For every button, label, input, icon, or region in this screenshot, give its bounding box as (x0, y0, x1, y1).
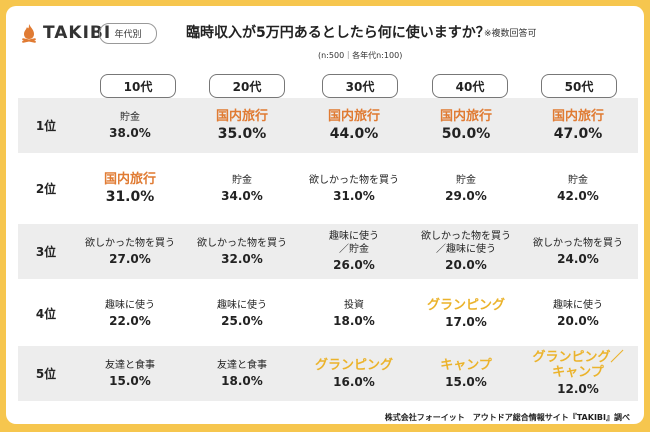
percentage-value: 25.0% (221, 313, 263, 328)
table-cell: 国内旅行 50.0% (410, 98, 522, 153)
table-cell: 趣味に使う 20.0% (522, 286, 634, 341)
percentage-value: 50.0% (441, 125, 491, 142)
answer-item: 欲しかった物を買う (85, 237, 175, 249)
table-row (18, 98, 638, 153)
table-cell: 趣味に使う 25.0% (186, 286, 298, 341)
table-cell: 国内旅行 35.0% (186, 98, 298, 153)
table-cell: 国内旅行 47.0% (522, 98, 634, 153)
table-row (18, 224, 638, 279)
percentage-value: 15.0% (109, 373, 151, 388)
percentage-value: 24.0% (557, 251, 599, 266)
takibi-logo: TAKIBI (20, 23, 111, 43)
percentage-value: 16.0% (333, 374, 375, 389)
answer-item: 友達と食事 (217, 359, 267, 371)
answer-item: 国内旅行 (103, 171, 156, 187)
table-cell: 欲しかった物を買う 24.0% (522, 224, 634, 279)
answer-item: キャンプ (440, 357, 492, 373)
table-cell: グランピング 16.0% (298, 346, 410, 401)
table-cell: 友達と食事 15.0% (74, 346, 186, 401)
answer-item: 貯金 (568, 174, 588, 186)
percentage-value: 47.0% (553, 125, 603, 142)
chart-card: TAKIBI 年代別 臨時収入が5万円あるとしたら何に使いますか？ ※複数回答可… (6, 6, 644, 424)
answer-item: 貯金 (456, 174, 476, 186)
table-cell: 貯金 38.0% (74, 98, 186, 153)
table-cell: 欲しかった物を買う 27.0% (74, 224, 186, 279)
answer-item: 貯金 (120, 111, 140, 123)
percentage-value: 22.0% (109, 313, 151, 328)
answer-item: 国内旅行 (215, 108, 268, 124)
table-cell: キャンプ 15.0% (410, 346, 522, 401)
campfire-icon (22, 24, 36, 43)
table-cell: 国内旅行 44.0% (298, 98, 410, 153)
percentage-value: 15.0% (445, 374, 487, 389)
percentage-value: 32.0% (221, 251, 263, 266)
percentage-value: 18.0% (333, 313, 375, 328)
percentage-value: 35.0% (217, 125, 267, 142)
table-cell: 趣味に使う ／貯金 26.0% (298, 224, 410, 279)
percentage-value: 12.0% (557, 382, 599, 396)
table-cell: 趣味に使う 22.0% (74, 286, 186, 341)
percentage-value: 26.0% (333, 258, 375, 272)
answer-item: 貯金 (232, 174, 252, 186)
percentage-value: 29.0% (445, 188, 487, 203)
table-cell: 欲しかった物を買う 32.0% (186, 224, 298, 279)
multiple-answer-note: ※複数回答可 (484, 29, 537, 39)
column-header: 20代 (209, 74, 285, 98)
percentage-value: 44.0% (329, 125, 379, 142)
answer-item: 投資 (344, 299, 364, 311)
percentage-value: 20.0% (445, 258, 487, 272)
rank-label: 5位 (35, 367, 57, 381)
table-cell: 投資 18.0% (298, 286, 410, 341)
column-header: 40代 (432, 74, 508, 98)
source-credit: 株式会社フォーイット アウトドア総合情報サイト『TAKIBI』調べ (384, 413, 630, 422)
answer-item: 趣味に使う ／貯金 (329, 231, 379, 255)
percentage-value: 18.0% (221, 373, 263, 388)
answer-item: 欲しかった物を買う (533, 237, 623, 249)
table-cell: 貯金 29.0% (410, 161, 522, 216)
age-group-badge: 年代別 (99, 23, 157, 44)
table-cell: 欲しかった物を買う ／趣味に使う 20.0% (410, 224, 522, 279)
percentage-value: 34.0% (221, 188, 263, 203)
survey-question: 臨時収入が5万円あるとしたら何に使いますか？ (186, 25, 490, 41)
sample-size: (n:500｜各年代n:100) (318, 51, 403, 60)
answer-item: 国内旅行 (551, 108, 604, 124)
answer-item: 国内旅行 (327, 108, 380, 124)
percentage-value: 17.0% (445, 314, 487, 329)
answer-item: グランピング (314, 357, 393, 373)
column-header: 30代 (322, 74, 398, 98)
logo-text: TAKIBI (43, 23, 112, 43)
answer-item: 趣味に使う (553, 299, 603, 311)
table-cell: 貯金 42.0% (522, 161, 634, 216)
percentage-value: 27.0% (109, 251, 151, 266)
rank-label: 4位 (35, 307, 57, 321)
answer-item: 欲しかった物を買う (309, 174, 399, 186)
table-cell: 貯金 34.0% (186, 161, 298, 216)
percentage-value: 42.0% (557, 188, 599, 203)
answer-item: グランピング (426, 297, 505, 313)
percentage-value: 31.0% (105, 188, 155, 205)
percentage-value: 31.0% (333, 188, 375, 203)
table-cell: 欲しかった物を買う 31.0% (298, 161, 410, 216)
table-cell: グランピング 17.0% (410, 286, 522, 341)
rank-label: 2位 (35, 182, 57, 196)
percentage-value: 38.0% (109, 125, 151, 140)
rank-label: 1位 (35, 119, 57, 133)
answer-item: グランピング／ キャンプ (532, 350, 624, 380)
table-row (18, 346, 638, 401)
answer-item: 趣味に使う (217, 299, 267, 311)
answer-item: 欲しかった物を買う ／趣味に使う (421, 231, 511, 255)
column-header: 10代 (100, 74, 176, 98)
answer-item: 趣味に使う (105, 299, 155, 311)
answer-item: 欲しかった物を買う (197, 237, 287, 249)
percentage-value: 20.0% (557, 313, 599, 328)
rank-label: 3位 (35, 245, 57, 259)
answer-item: 友達と食事 (105, 359, 155, 371)
table-cell: グランピング／ キャンプ 12.0% (522, 346, 634, 401)
answer-item: 国内旅行 (439, 108, 492, 124)
table-cell: 国内旅行 31.0% (74, 161, 186, 216)
column-header: 50代 (541, 74, 617, 98)
table-cell: 友達と食事 18.0% (186, 346, 298, 401)
